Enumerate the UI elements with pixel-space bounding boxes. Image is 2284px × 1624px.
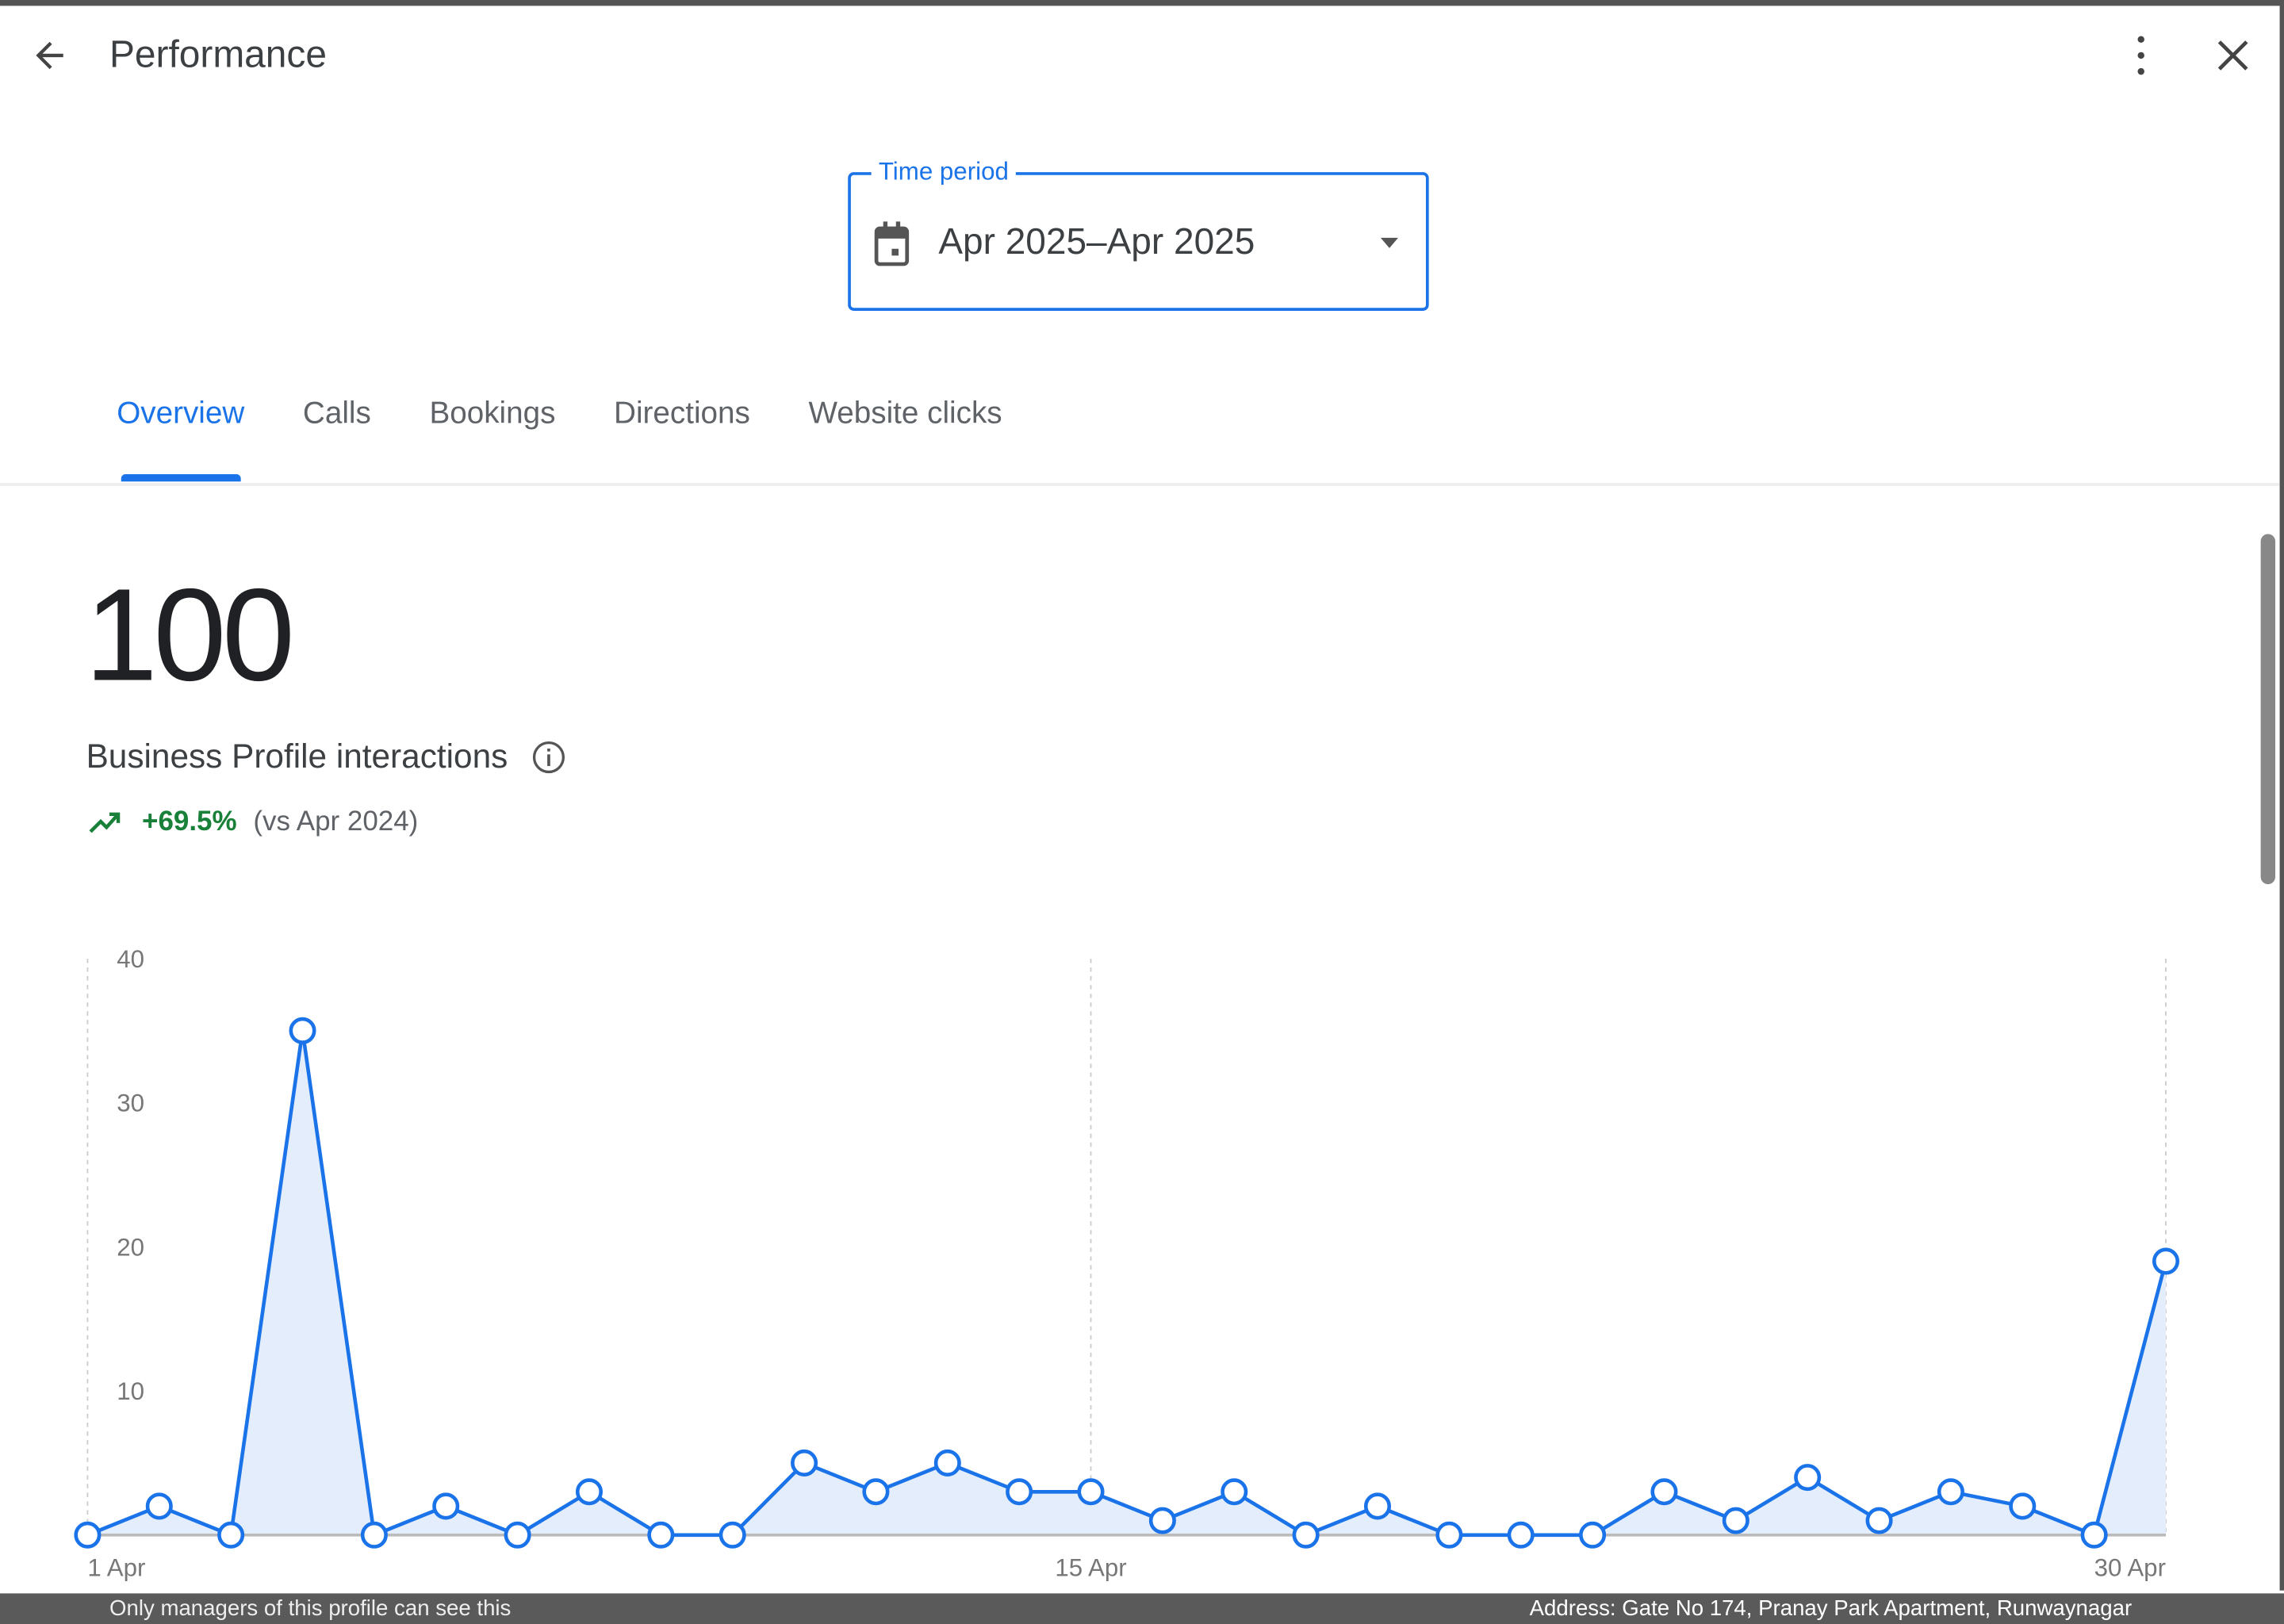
tab-calls[interactable]: Calls	[302, 396, 371, 431]
tab-bookings[interactable]: Bookings	[429, 396, 556, 431]
time-period-label: Time period	[871, 157, 1017, 187]
info-icon[interactable]	[531, 740, 566, 775]
tab-divider	[0, 483, 2280, 486]
data-point	[360, 1521, 388, 1549]
more-vert-icon[interactable]	[2124, 32, 2159, 79]
close-icon[interactable]	[2213, 35, 2254, 76]
window-border	[0, 0, 2284, 6]
metric-label: Business Profile interactions	[86, 737, 567, 776]
y-tick-label: 30	[117, 1090, 144, 1117]
comparison-text: (vs Apr 2024)	[253, 806, 419, 838]
series-line	[86, 1030, 2168, 1538]
footer-bar	[0, 1593, 2284, 1624]
data-point	[432, 1492, 460, 1520]
data-point	[2009, 1492, 2037, 1520]
data-point	[933, 1449, 961, 1477]
data-point	[862, 1478, 890, 1506]
data-point	[1006, 1478, 1033, 1506]
area-fill	[87, 1030, 2167, 1535]
tab-directions[interactable]: Directions	[614, 396, 750, 431]
data-point	[1363, 1492, 1392, 1520]
page-title: Performance	[109, 32, 327, 76]
data-point	[289, 1017, 316, 1044]
data-point	[1650, 1478, 1678, 1506]
data-point	[217, 1521, 245, 1549]
total-interactions: 100	[84, 563, 295, 710]
y-tick-label: 20	[117, 1233, 144, 1261]
data-point	[1292, 1521, 1320, 1549]
dropdown-arrow-icon	[1380, 237, 1399, 248]
window-border	[2279, 0, 2284, 1591]
data-point	[145, 1492, 173, 1520]
y-tick-label: 40	[117, 945, 144, 973]
tab-overview[interactable]: Overview	[87, 397, 274, 482]
footer-note: Only managers of this profile can see th…	[109, 1596, 512, 1622]
scrollbar[interactable]	[2260, 534, 2276, 885]
data-point	[1148, 1507, 1176, 1534]
data-point	[74, 1521, 102, 1549]
data-point	[1579, 1521, 1607, 1549]
data-point	[1865, 1507, 1893, 1534]
arrow-left-icon[interactable]	[29, 35, 71, 76]
data-point	[2152, 1247, 2180, 1275]
data-point	[719, 1521, 746, 1549]
tab-website-clicks[interactable]: Website clicks	[808, 396, 1002, 431]
x-tick-label: 15 Apr	[1055, 1553, 1126, 1581]
x-tick-label: 1 Apr	[87, 1553, 145, 1581]
data-point	[1794, 1464, 1822, 1492]
change-row: +69.5% (vs Apr 2024)	[87, 807, 418, 839]
data-point	[1435, 1521, 1463, 1549]
data-point	[1221, 1478, 1248, 1506]
time-period-value: Apr 2025–Apr 2025	[938, 221, 1255, 263]
data-point	[1077, 1478, 1105, 1506]
data-point	[504, 1521, 531, 1549]
tab-bar: Overview Calls Bookings Directions Websi…	[87, 397, 1031, 482]
calendar-icon	[874, 221, 910, 266]
footer-address: Address: Gate No 174, Pranay Park Apartm…	[1529, 1596, 2133, 1622]
y-tick-label: 10	[117, 1377, 144, 1405]
interactions-chart: 10 20 30 40 1 Apr 15 Apr 30 Apr	[74, 945, 2180, 1581]
data-point	[647, 1521, 675, 1549]
data-point	[1507, 1521, 1535, 1549]
x-tick-label: 30 Apr	[2094, 1553, 2166, 1581]
data-point	[2080, 1521, 2108, 1549]
data-point	[791, 1449, 818, 1477]
metric-label-text: Business Profile interactions	[86, 737, 508, 776]
change-percent: +69.5%	[142, 806, 237, 838]
time-period-select[interactable]: Time period Apr 2025–Apr 2025	[848, 157, 1429, 311]
data-point	[1722, 1507, 1749, 1534]
data-point	[1937, 1478, 1964, 1506]
data-point	[575, 1478, 603, 1506]
trending-up-icon	[89, 812, 121, 833]
